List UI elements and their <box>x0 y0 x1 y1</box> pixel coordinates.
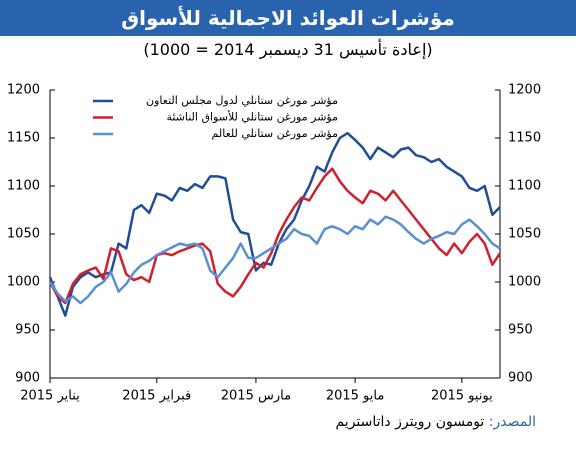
series-line <box>48 167 502 305</box>
y-tick-label: 1150 <box>7 131 40 146</box>
y-tick-label: 900 <box>15 371 40 386</box>
x-tick-label: مارس 2015 <box>221 389 291 404</box>
y-tick-label: 950 <box>15 323 40 338</box>
source: المصدر: تومسون رويترز داتاستريم <box>335 414 536 430</box>
y2-tick-label: 950 <box>508 323 533 338</box>
legend-label: مؤشر مورغن ستانلي لدول مجلس التعاون <box>146 94 338 107</box>
y2-tick-label: 1200 <box>508 83 541 98</box>
source-label: المصدر: <box>488 414 536 430</box>
y-tick-label: 1100 <box>7 179 40 194</box>
source-text: تومسون رويترز داتاستريم <box>335 414 485 430</box>
x-tick-label: يناير 2015 <box>20 389 80 404</box>
x-tick-label: فبراير 2015 <box>122 389 191 404</box>
x-tick-label: يونيو 2015 <box>431 389 493 404</box>
series-line <box>48 131 501 317</box>
series-line <box>48 215 501 305</box>
legend-label: مؤشر مورغن ستانلي للعالم <box>212 127 339 140</box>
y2-tick-label: 900 <box>508 371 533 386</box>
y2-tick-label: 1100 <box>508 179 541 194</box>
y2-tick-label: 1150 <box>508 131 541 146</box>
y2-tick-label: 1050 <box>508 227 541 242</box>
chart-subtitle: (إعادة تأسيس 31 ديسمبر 2014 = 1000) <box>143 40 433 59</box>
y2-tick-label: 1000 <box>508 275 541 290</box>
legend-label: مؤشر مورغن ستانلي للأسواق الناشئة <box>166 110 338 124</box>
chart-title: مؤشرات العوائد الاجمالية للأسواق <box>0 0 576 36</box>
y-tick-label: 1050 <box>7 227 40 242</box>
y-tick-label: 1000 <box>7 275 40 290</box>
x-tick-label: مايو 2015 <box>326 389 384 404</box>
y-tick-label: 1200 <box>7 83 40 98</box>
